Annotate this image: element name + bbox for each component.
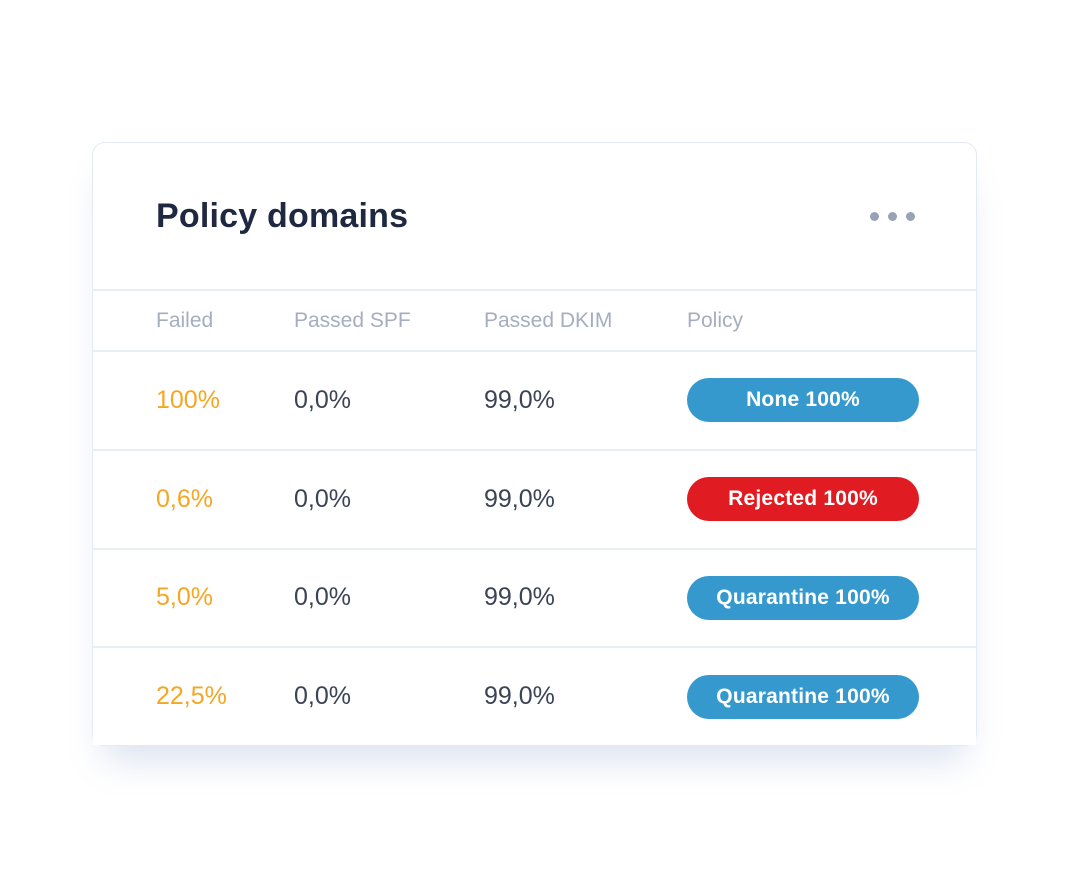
policy-domains-card: Policy domains Failed Passed SPF Passed …	[92, 142, 977, 746]
ellipsis-icon	[888, 211, 897, 221]
passed-dkim-value: 99,0%	[484, 682, 555, 711]
policy-badge[interactable]: None 100%	[687, 378, 919, 423]
policy-badge[interactable]: Quarantine 100%	[687, 674, 919, 719]
passed-spf-value: 0,0%	[294, 583, 351, 612]
passed-dkim-value: 99,0%	[484, 385, 555, 414]
column-header-policy: Policy	[687, 308, 744, 332]
table-row: 22,5% 0,0% 99,0% Quarantine 100%	[93, 646, 976, 745]
ellipsis-menu-button[interactable]	[868, 204, 917, 229]
passed-spf-value: 0,0%	[294, 484, 351, 513]
passed-dkim-value: 99,0%	[484, 484, 555, 513]
column-header-passed-spf: Passed SPF	[294, 308, 411, 332]
failed-value: 22,5%	[156, 682, 227, 711]
column-header-failed: Failed	[156, 308, 214, 332]
passed-spf-value: 0,0%	[294, 682, 351, 711]
passed-spf-value: 0,0%	[294, 385, 351, 414]
failed-value: 100%	[156, 385, 220, 414]
failed-value: 5,0%	[156, 583, 213, 612]
policy-badge[interactable]: Quarantine 100%	[687, 575, 919, 620]
page-title: Policy domains	[156, 196, 409, 235]
column-header-passed-dkim: Passed DKIM	[484, 308, 613, 332]
ellipsis-icon	[906, 211, 915, 221]
policy-badge[interactable]: Rejected 100%	[687, 477, 919, 522]
ellipsis-icon	[870, 211, 879, 221]
card-header: Policy domains	[93, 143, 976, 289]
table-row: 100% 0,0% 99,0% None 100%	[93, 352, 976, 449]
table-row: 0,6% 0,0% 99,0% Rejected 100%	[93, 448, 976, 548]
table-row: 5,0% 0,0% 99,0% Quarantine 100%	[93, 547, 976, 647]
table-header-row: Failed Passed SPF Passed DKIM Policy	[93, 289, 976, 352]
failed-value: 0,6%	[156, 484, 213, 513]
passed-dkim-value: 99,0%	[484, 583, 555, 612]
